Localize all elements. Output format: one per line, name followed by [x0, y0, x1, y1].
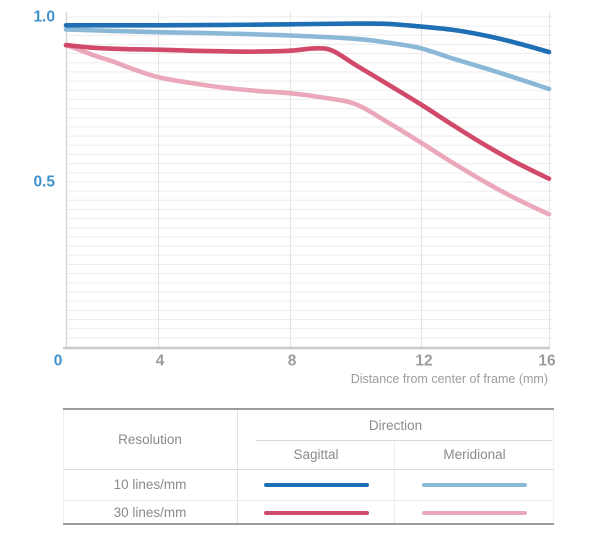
legend-table: Resolution Direction Sagittal Meridional…	[63, 408, 554, 525]
column-header-meridional: Meridional	[443, 447, 506, 462]
table-divider-sagittal-meridional	[394, 440, 395, 523]
x-tick-label: 12	[415, 353, 432, 370]
table-border-right	[553, 410, 554, 523]
legend-swatch-30-meridional	[422, 510, 527, 515]
table-divider-resolution-direction	[237, 410, 238, 523]
resolution-header: Resolution	[118, 432, 182, 447]
curve-30-lines-mm-meridional	[63, 42, 552, 217]
x-tick-label: 4	[156, 353, 165, 370]
curve-10-lines-mm-sagittal	[63, 21, 552, 55]
x-tick-label: 8	[288, 353, 297, 370]
x-axis-title: Distance from center of frame (mm)	[350, 372, 548, 386]
column-header-sagittal: Sagittal	[293, 447, 339, 462]
curve-30-lines-mm-sagittal	[63, 42, 552, 181]
table-border-left	[63, 410, 64, 523]
row-label-10-lines-mm: 10 lines/mm	[113, 477, 187, 492]
legend-swatch-10-meridional	[422, 482, 527, 487]
table-row-divider	[63, 500, 554, 501]
mtf-line-chart: 0.5 1.0 0 4 8 12 16	[33, 9, 556, 370]
y-tick-label: 1.0	[33, 9, 55, 26]
direction-header-underline	[256, 440, 552, 441]
curve-10-lines-mm-meridional	[63, 27, 552, 92]
direction-header: Direction	[368, 417, 423, 433]
table-header-divider	[63, 469, 554, 470]
x-tick-label: 0	[54, 353, 63, 370]
x-tick-label: 16	[538, 353, 556, 370]
row-label-30-lines-mm: 30 lines/mm	[113, 505, 187, 520]
legend-swatch-10-sagittal	[263, 482, 369, 487]
legend-swatch-30-sagittal	[263, 510, 369, 515]
y-tick-label: 0.5	[33, 174, 55, 191]
